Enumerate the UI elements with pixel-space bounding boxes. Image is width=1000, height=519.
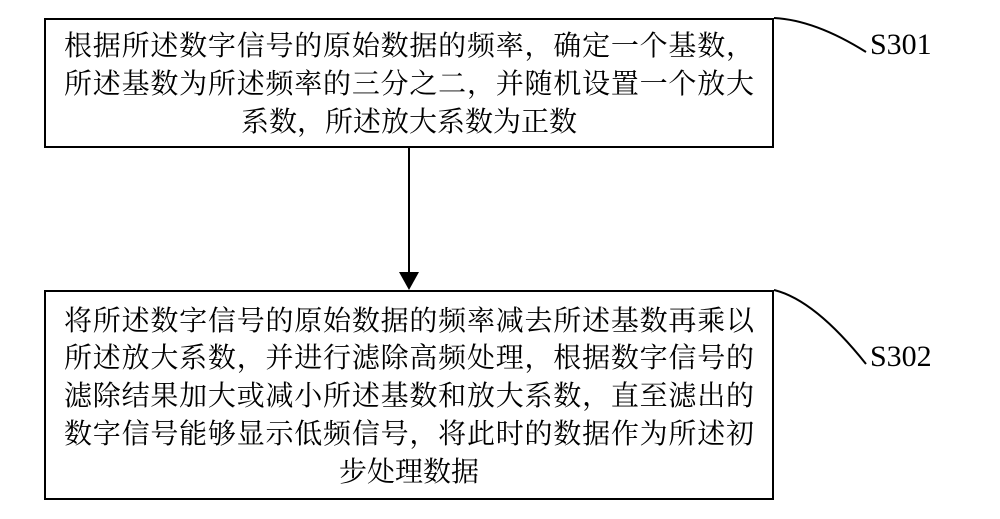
step-label-s302: S302 xyxy=(870,340,932,374)
flowchart-canvas: 根据所述数字信号的原始数据的频率，确定一个基数，所述基数为所述频率的三分之二，并… xyxy=(0,0,1000,519)
step-label-s301: S301 xyxy=(870,28,932,62)
leader-s302 xyxy=(0,0,1000,519)
